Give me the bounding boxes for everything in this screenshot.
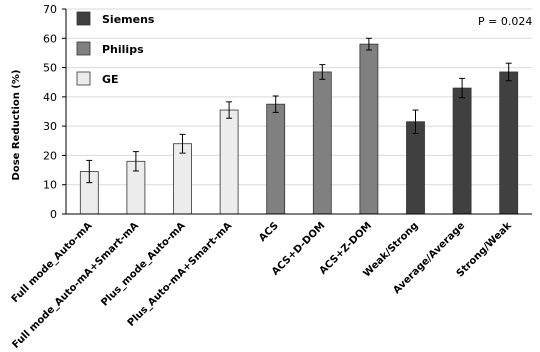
- bar: [173, 143, 192, 215]
- bar: [219, 109, 239, 215]
- x-category-label: Plus_mode_Auto-mA: [99, 220, 187, 308]
- bar: [406, 121, 425, 215]
- bars: [79, 43, 519, 215]
- legend-swatch: [76, 71, 91, 86]
- y-tick-labels: 0 10 20 30 40 50 60 70: [43, 3, 57, 221]
- y-tick-label: 10: [43, 179, 57, 192]
- x-category-label: Plus_Auto-mA+Smart-mA: [126, 220, 235, 329]
- p-value-annotation: P = 0.024: [478, 15, 532, 28]
- legend-swatch: [76, 41, 91, 56]
- bar: [499, 71, 519, 215]
- y-tick-label: 40: [43, 91, 57, 104]
- legend-label: Philips: [102, 43, 144, 56]
- axes: [62, 8, 532, 215]
- bar: [266, 103, 286, 215]
- y-tick-label: 20: [43, 149, 57, 162]
- y-tick-label: 70: [43, 3, 57, 16]
- legend-label: GE: [102, 73, 119, 86]
- y-tick-label: 50: [43, 62, 57, 75]
- bar: [452, 87, 472, 215]
- gridlines: [66, 8, 532, 186]
- legend: Siemens Philips GE: [76, 11, 155, 86]
- bar: [359, 43, 379, 215]
- bar: [312, 71, 332, 215]
- x-category-label: Full mode_Auto-mA: [10, 220, 95, 305]
- y-tick-label: 60: [43, 32, 57, 45]
- y-tick-label: 0: [50, 208, 57, 221]
- legend-label: Siemens: [102, 13, 155, 26]
- x-category-label: ACS: [257, 220, 281, 244]
- error-bars: [86, 37, 512, 184]
- y-axis-label: Dose Reduction (%): [11, 70, 22, 181]
- y-tick-label: 30: [43, 120, 57, 133]
- legend-swatch: [76, 11, 91, 26]
